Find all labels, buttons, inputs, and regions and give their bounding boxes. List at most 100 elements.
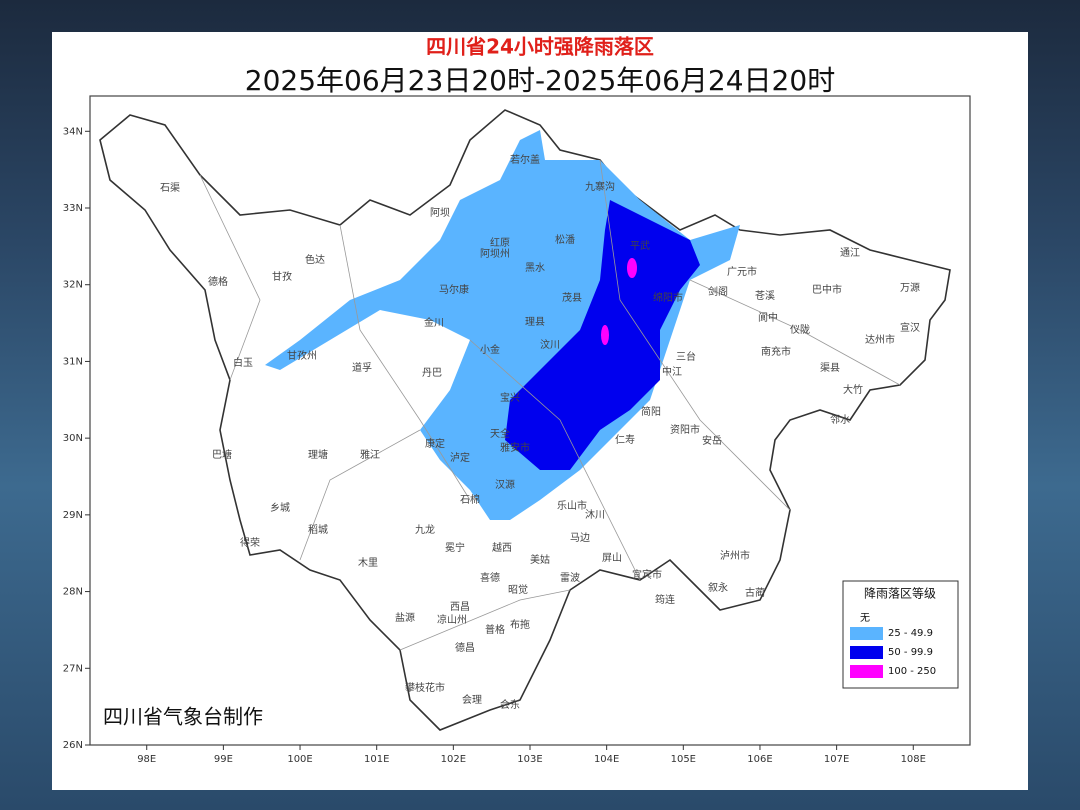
- place-label: 巴中市: [812, 283, 842, 296]
- place-label: 资阳市: [670, 423, 700, 436]
- place-label: 普格: [485, 623, 505, 636]
- place-label: 沐川: [585, 508, 605, 521]
- place-label: 安岳: [702, 434, 722, 447]
- place-label: 道孚: [352, 361, 372, 374]
- place-label: 德格: [208, 275, 228, 288]
- x-tick-label: 102E: [441, 754, 466, 765]
- place-label: 攀枝花市: [405, 681, 445, 694]
- place-label: 天全: [490, 427, 510, 440]
- map-title: 四川省24小时强降雨落区: [426, 35, 654, 59]
- x-tick-label: 106E: [747, 754, 772, 765]
- place-label: 越西: [492, 541, 512, 554]
- place-label: 泸定: [450, 451, 470, 464]
- x-tick-label: 100E: [287, 754, 312, 765]
- place-label: 阿坝州: [480, 248, 510, 260]
- place-label: 通江: [840, 247, 860, 259]
- x-tick-label: 107E: [824, 754, 849, 765]
- x-tick-label: 98E: [137, 754, 156, 765]
- place-label: 三台: [676, 350, 696, 363]
- place-label: 屏山: [602, 552, 622, 564]
- place-label: 红原: [490, 236, 510, 249]
- place-label: 会东: [500, 698, 520, 711]
- place-label: 若尔盖: [510, 153, 540, 166]
- legend-label: 50 - 99.9: [888, 647, 933, 658]
- place-label: 会理: [462, 693, 482, 706]
- province: [99, 109, 951, 731]
- place-label: 冕宁: [445, 541, 465, 554]
- place-label: 乡城: [270, 502, 290, 514]
- place-label: 宣汉: [900, 321, 920, 334]
- legend-title: 降雨落区等级: [864, 587, 936, 601]
- place-label: 仁寿: [615, 433, 635, 446]
- place-label: 九寨沟: [585, 180, 615, 193]
- place-label: 雷波: [560, 571, 580, 584]
- place-label: 阿坝: [430, 207, 450, 219]
- place-label: 木里: [358, 557, 378, 569]
- place-label: 美姑: [530, 553, 550, 566]
- place-label: 石渠: [160, 182, 180, 194]
- place-label: 茂县: [562, 291, 582, 304]
- y-tick-label: 34N: [63, 126, 83, 137]
- rain-area-extreme: [627, 258, 637, 278]
- place-label: 理塘: [308, 448, 328, 461]
- y-tick-label: 29N: [63, 510, 83, 521]
- y-tick-label: 33N: [63, 203, 83, 214]
- place-label: 盐源: [395, 611, 415, 624]
- place-label: 德昌: [455, 641, 475, 654]
- y-tick-label: 31N: [63, 356, 83, 367]
- place-label: 泸州市: [720, 549, 750, 562]
- x-tick-label: 103E: [517, 754, 542, 765]
- place-label: 昭觉: [508, 584, 528, 596]
- map-subtitle: 2025年06月23日20时-2025年06月24日20时: [245, 64, 835, 97]
- place-label: 甘孜: [272, 270, 292, 283]
- place-label: 丹巴: [422, 367, 442, 379]
- place-label: 西昌: [450, 601, 470, 613]
- place-label: 小金: [480, 343, 500, 356]
- place-label: 广元市: [727, 265, 757, 278]
- place-label: 汶川: [540, 338, 560, 351]
- place-label: 阆中: [758, 311, 778, 324]
- y-tick-label: 27N: [63, 663, 83, 674]
- y-tick-label: 28N: [63, 587, 83, 598]
- place-label: 邻水: [830, 413, 850, 426]
- place-label: 白玉: [233, 356, 253, 369]
- place-label: 九龙: [415, 523, 435, 536]
- place-label: 筠连: [655, 593, 675, 606]
- place-label: 理县: [525, 316, 545, 328]
- place-label: 万源: [900, 281, 920, 294]
- x-tick-label: 104E: [594, 754, 619, 765]
- place-label: 喜德: [480, 571, 500, 584]
- place-label: 马尔康: [439, 283, 469, 296]
- y-tick-label: 26N: [63, 740, 83, 751]
- place-label: 黑水: [525, 262, 545, 274]
- place-label: 渠县: [820, 362, 840, 374]
- x-tick-label: 99E: [214, 754, 233, 765]
- place-label: 乐山市: [557, 499, 587, 512]
- place-label: 汉源: [495, 478, 515, 491]
- place-label: 叙永: [708, 581, 728, 594]
- place-label: 布拖: [510, 618, 530, 631]
- place-label: 得荣: [240, 537, 260, 549]
- credit: 四川省气象台制作: [103, 705, 263, 729]
- place-label: 南充市: [761, 345, 791, 358]
- x-tick-label: 101E: [364, 754, 389, 765]
- place-label: 雅安市: [500, 441, 530, 454]
- place-label: 松潘: [555, 233, 575, 246]
- place-label: 马边: [570, 532, 590, 544]
- place-label: 凉山州: [437, 613, 467, 626]
- place-label: 中江: [662, 365, 682, 378]
- place-label: 宝兴: [500, 391, 520, 404]
- place-label: 大竹: [843, 383, 863, 396]
- place-label: 甘孜州: [287, 349, 317, 362]
- place-label: 仪陇: [790, 323, 810, 336]
- place-label: 简阳: [641, 405, 661, 418]
- place-label: 达州市: [865, 333, 895, 346]
- legend-label: 25 - 49.9: [888, 628, 933, 639]
- legend-swatch: [850, 665, 883, 678]
- place-label: 巴塘: [212, 448, 232, 461]
- place-label: 石棉: [460, 493, 480, 506]
- place-label: 平武: [630, 239, 650, 252]
- legend-label: 100 - 250: [888, 666, 936, 677]
- x-tick-label: 105E: [671, 754, 696, 765]
